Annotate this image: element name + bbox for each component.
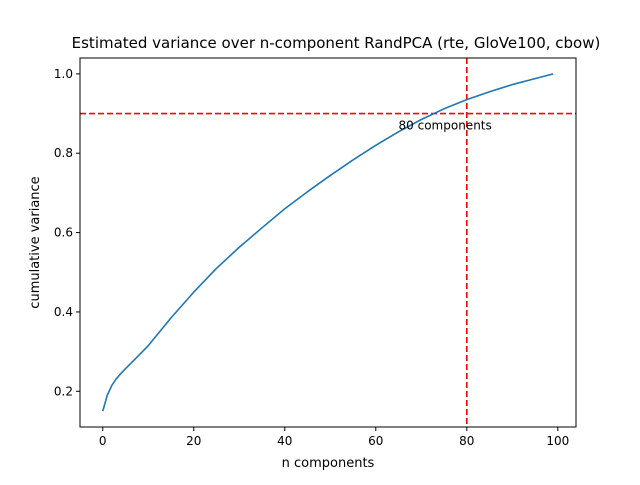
x-axis-label: n components (282, 456, 375, 471)
reference-lines (80, 58, 576, 427)
x-tick-label: 60 (368, 434, 383, 448)
y-axis-ticks: 0.2 0.4 0.6 0.8 1.0 (54, 67, 80, 398)
series-layer (101, 73, 554, 412)
plot-frame (79, 57, 577, 428)
annotations: 80 components (399, 118, 492, 132)
y-tick-label: 0.2 (54, 384, 73, 398)
y-axis-label: cumulative variance (28, 176, 43, 308)
x-axis-ticks: 0 20 40 60 80 100 (99, 427, 569, 448)
annotation-label: 80 components (399, 118, 492, 132)
y-tick-label: 0.6 (54, 226, 73, 240)
series-line (101, 73, 554, 412)
y-tick-label: 0.4 (54, 305, 73, 319)
x-tick-label: 80 (459, 434, 474, 448)
x-tick-label: 0 (99, 434, 107, 448)
y-tick-label: 1.0 (54, 67, 73, 81)
x-tick-label: 20 (186, 434, 201, 448)
x-tick-label: 40 (277, 434, 292, 448)
y-tick-label: 0.8 (54, 146, 73, 160)
x-tick-label: 100 (546, 434, 569, 448)
chart-title: Estimated variance over n-component Rand… (72, 34, 601, 52)
